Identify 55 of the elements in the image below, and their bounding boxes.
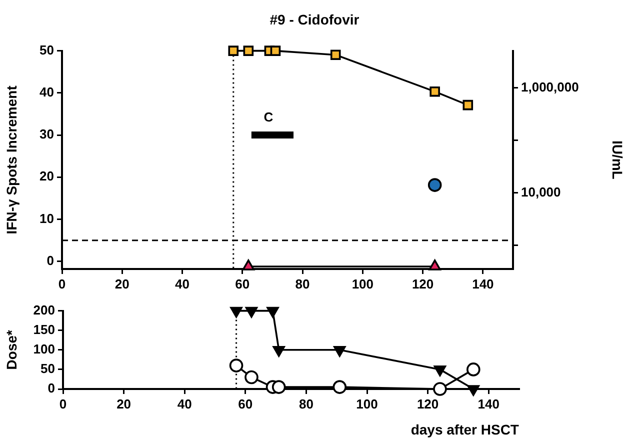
y-tick-label: 0 [48, 380, 55, 396]
point [430, 86, 440, 97]
point [462, 100, 474, 110]
point [243, 46, 254, 56]
y-tick-label: 20 [40, 168, 54, 184]
y-tick-label: 50 [40, 361, 55, 376]
x-tick-label: 0 [59, 396, 67, 412]
point [228, 46, 239, 56]
point [272, 380, 286, 394]
x-tick-label: 20 [116, 396, 132, 412]
x-tick-label: 80 [295, 276, 310, 292]
y-tick-label: 50 [40, 42, 54, 58]
x-tick-label: 140 [472, 276, 494, 292]
y-tick-label: 200 [33, 302, 55, 318]
x-tick-label: 40 [175, 276, 190, 292]
x-tick-label: 120 [416, 396, 439, 412]
y-axis-title: IFN-γ Spots Increment [3, 85, 20, 234]
x-tick-label: 20 [114, 276, 130, 292]
annotation: C [264, 110, 274, 125]
x-tick-label: 40 [177, 396, 192, 412]
point [245, 306, 258, 318]
x-tick-label: 140 [478, 396, 500, 412]
y-tick-label: 30 [40, 126, 54, 142]
y2-tick-label: 10,000 [521, 184, 561, 200]
y-tick-label: 100 [33, 341, 55, 356]
y-tick-label: 40 [40, 84, 54, 100]
point [266, 306, 279, 318]
point [434, 366, 446, 376]
x-axis-title: days after HSCT [410, 421, 520, 438]
x-tick-label: 80 [298, 396, 314, 412]
point [334, 346, 346, 357]
y2-axis-title: IU/mL [610, 140, 626, 180]
point [433, 382, 447, 396]
y-tick-label: 150 [33, 322, 55, 337]
point [428, 178, 442, 192]
point [467, 385, 480, 396]
y-axis-title: Dose* [3, 330, 20, 370]
y-tick-label: 0 [46, 252, 54, 268]
point [466, 362, 480, 376]
x-tick-label: 60 [238, 396, 253, 412]
point [229, 358, 244, 372]
x-tick-label: 60 [235, 276, 250, 292]
point [270, 46, 281, 56]
y-tick-label: 10 [40, 210, 54, 226]
point [330, 50, 341, 60]
point [332, 380, 347, 394]
chart-title: #9 - Cidofovir [270, 11, 360, 28]
x-tick-label: 100 [352, 276, 374, 292]
point [230, 306, 242, 318]
x-tick-label: 0 [58, 276, 66, 292]
y2-tick-label: 1,000,000 [521, 79, 579, 94]
x-tick-label: 120 [412, 276, 434, 292]
point [272, 346, 285, 357]
point [244, 370, 258, 384]
x-tick-label: 100 [356, 396, 378, 412]
